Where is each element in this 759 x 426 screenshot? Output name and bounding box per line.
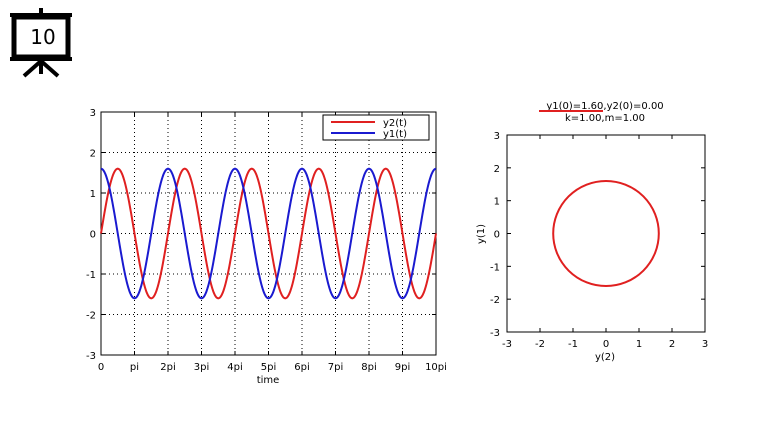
series-line-y1t — [100, 167, 437, 300]
y-tick-label: 0 — [494, 230, 500, 241]
y-tick-label: 3 — [494, 131, 500, 142]
y-tick-label: 2 — [494, 164, 500, 175]
x-tick-label: -3 — [502, 339, 512, 350]
ticks: -3 -2 -1 0 1 2 3 -3 -2 -1 0 1 2 3 — [490, 131, 708, 350]
slide-number: 10 — [30, 25, 56, 49]
phase-plot-chart: y1(0)=1.60,y2(0)=0.00 k=1.00,m=1.00 -3 -2… — [476, 101, 708, 363]
time-series-chart: 0 pi 2pi 3pi 4pi 5pi 6pi 7pi 8pi 9pi 10pi -3 -2 -1 0 1 2… — [86, 108, 447, 386]
x-tick-label: -1 — [568, 339, 578, 350]
x-tick-label: 0 — [603, 339, 609, 350]
plot-area — [506, 134, 706, 333]
y-tick-label: -3 — [86, 351, 96, 362]
y-tick-label: -2 — [86, 311, 96, 322]
x-tick-label: 10pi — [425, 362, 447, 373]
legend-box — [322, 114, 430, 141]
legend-entry: y2(t) — [383, 118, 407, 129]
x-tick-label: 1 — [636, 339, 642, 350]
x-tick-label: 9pi — [395, 362, 411, 373]
grid-lines — [101, 112, 436, 355]
x-tick-label: 5pi — [261, 362, 277, 373]
x-tick-label: 2pi — [160, 362, 176, 373]
series-group — [100, 167, 437, 300]
x-tick-label: 6pi — [294, 362, 310, 373]
series-line-y2t — [100, 167, 437, 300]
y-tick-label: 2 — [90, 149, 96, 160]
x-tick-label: 3pi — [194, 362, 210, 373]
series-group — [552, 179, 660, 288]
x-tick-label: 3 — [702, 339, 708, 350]
y-tick-label: -1 — [86, 270, 96, 281]
x-tick-label: 8pi — [361, 362, 377, 373]
y-tick-label: 0 — [90, 230, 96, 241]
x-tick-label: pi — [130, 362, 139, 373]
y-tick-label: 1 — [90, 189, 96, 200]
projector-screen-icon — [10, 8, 72, 78]
x-tick-label: -2 — [535, 339, 545, 350]
y-axis-label: y(1) — [476, 224, 487, 244]
x-tick-label: 7pi — [328, 362, 344, 373]
x-axis-label: time — [257, 375, 280, 386]
x-axis-label: y(2) — [595, 352, 615, 363]
y-tick-label: 3 — [90, 108, 96, 119]
phase-circle — [552, 179, 660, 288]
legend: y2(t)y1(t) — [322, 114, 430, 141]
chart-title-line-1: y1(0)=1.60,y2(0)=0.00 — [546, 101, 663, 112]
y-tick-label: -1 — [490, 262, 500, 273]
x-tick-label: 4pi — [227, 362, 243, 373]
legend-entry: y1(t) — [383, 129, 407, 140]
x-tick-label: 2 — [669, 339, 675, 350]
x-tick-label: 0 — [98, 362, 104, 373]
ticks: 0 pi 2pi 3pi 4pi 5pi 6pi 7pi 8pi 9pi 10pi -3 -2 -1 0 1 2… — [86, 108, 447, 373]
y-tick-label: -2 — [490, 295, 500, 306]
y-tick-label: -3 — [490, 328, 500, 339]
chart-title-line-2: k=1.00,m=1.00 — [565, 113, 645, 124]
y-tick-label: 1 — [494, 197, 500, 208]
